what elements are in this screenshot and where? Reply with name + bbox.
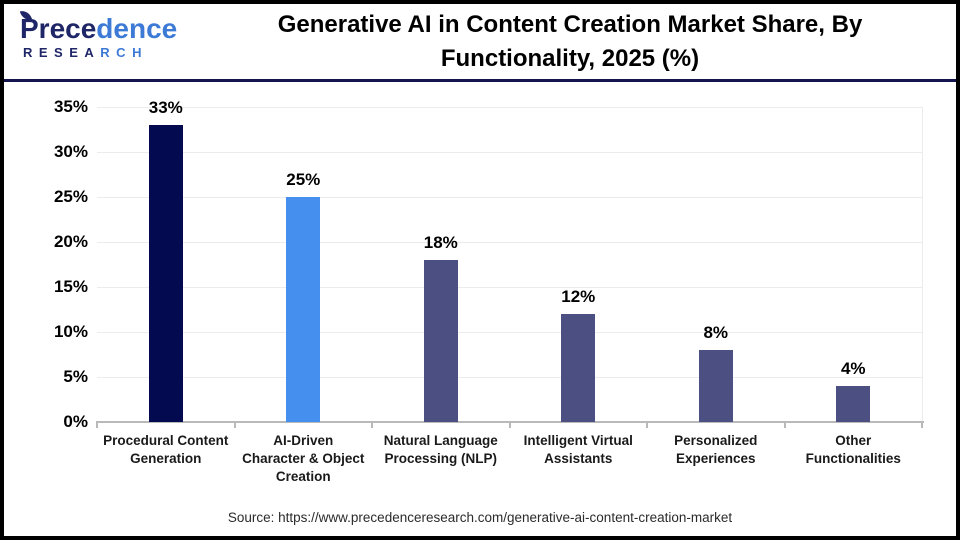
y-axis-tick-label: 15% [53, 277, 88, 296]
x-axis-category-label: Natural Language Processing (NLP) [361, 432, 521, 468]
gridline [97, 377, 923, 378]
logo-text-primary: Prece [20, 13, 97, 44]
bar-value-label: 8% [703, 323, 729, 342]
gridline [97, 242, 923, 243]
bar-value-label: 25% [286, 170, 321, 189]
bar [561, 314, 596, 422]
bar-value-label: 18% [423, 233, 458, 252]
x-axis-category-label: AI-Driven Character & Object Creation [223, 432, 383, 486]
header: Precedence RESEARCH Generative AI in Con… [4, 4, 956, 79]
x-axis-category-label-line: Functionalities [805, 451, 901, 466]
logo-wordmark: Precedence [19, 8, 200, 44]
x-axis-line [96, 421, 924, 423]
gridline [97, 152, 923, 153]
x-axis-tick-mark [783, 423, 786, 428]
x-axis-category-label-line: Natural Language [383, 433, 498, 448]
x-axis-category-label-line: Character & Object [242, 451, 365, 466]
x-axis-category-label-line: Procedural Content [103, 433, 229, 448]
x-axis-tick-mark [508, 423, 511, 428]
bar [286, 197, 321, 422]
x-axis-category-label-line: Generation [130, 451, 202, 466]
x-axis-category-label: Procedural Content Generation [86, 432, 246, 468]
logo-text-secondary: dence [96, 13, 178, 44]
bar [698, 350, 733, 422]
x-axis-tick-mark [233, 423, 236, 428]
logo-subtext-primary: RESEA [23, 45, 101, 60]
x-axis-tick-mark [371, 423, 373, 428]
gridline [97, 107, 923, 108]
x-axis-category-label-line: AI-Driven [273, 433, 334, 448]
x-axis-tick-mark [921, 423, 923, 428]
y-axis-tick-label: 5% [63, 367, 88, 386]
bar [148, 125, 183, 422]
gridline [97, 332, 923, 333]
gridline [97, 287, 923, 288]
chart-title: Generative AI in Content Creation Market… [200, 4, 940, 79]
y-axis-tick-label: 35% [53, 97, 88, 116]
x-axis-category-label: Other Functionalities [773, 432, 933, 468]
header-divider-line [4, 79, 956, 82]
source-citation: Source: https://www.precedenceresearch.c… [227, 510, 733, 525]
y-axis-tick-label: 30% [53, 142, 88, 161]
x-axis-category-label-line: Creation [275, 469, 331, 484]
x-axis-category-label: Personalized Experiences [636, 432, 796, 468]
x-axis-category-label-line: Intelligent Virtual [523, 433, 633, 448]
x-axis-tick-mark [96, 423, 98, 428]
bar-value-label: 12% [561, 287, 596, 306]
logo-subtext: RESEARCH [20, 45, 200, 60]
bar [423, 260, 458, 422]
plot-right-gridline [922, 107, 923, 422]
x-axis-category-label-line: Other [835, 433, 872, 448]
y-axis-tick-label: 20% [53, 232, 88, 251]
bar-value-label: 4% [840, 359, 866, 378]
bar [836, 386, 871, 422]
x-axis-category-label-line: Experiences [675, 451, 756, 466]
x-axis-category-label-line: Assistants [544, 451, 613, 466]
logo-subtext-secondary: RCH [100, 45, 148, 60]
y-axis-tick-label: 0% [63, 412, 88, 431]
y-axis-tick-label: 25% [53, 187, 88, 206]
y-axis-tick-label: 10% [53, 322, 88, 341]
plot-area: Source: https://www.precedenceresearch.c… [4, 82, 956, 536]
x-axis-tick-mark [646, 423, 648, 428]
chart-title-line-2: Functionality, 2025 (%) [440, 44, 700, 72]
gridline [97, 197, 923, 198]
x-axis-category-label: Intelligent Virtual Assistants [498, 432, 658, 468]
precedence-research-logo: Precedence RESEARCH [19, 8, 200, 60]
x-axis-category-label-line: Personalized [674, 433, 758, 448]
bar-value-label: 33% [148, 98, 183, 117]
chart-title-line-1: Generative AI in Content Creation Market… [277, 10, 863, 38]
x-axis-category-label-line: Processing (NLP) [384, 451, 498, 466]
